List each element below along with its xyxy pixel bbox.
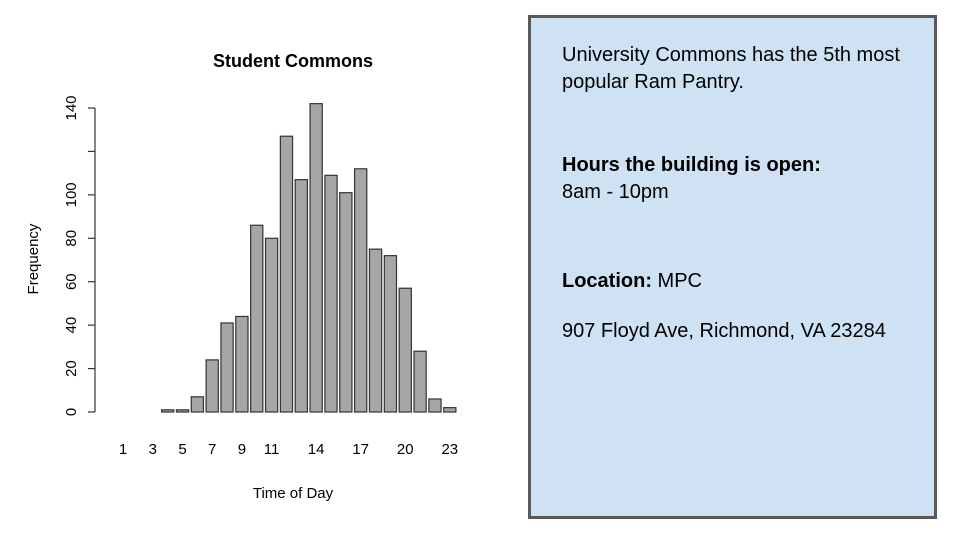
- x-tick-label: 11: [264, 441, 280, 458]
- bar-hour-20: [398, 287, 412, 413]
- bar-hour-14: [309, 103, 323, 413]
- bar-hour-23: [443, 407, 457, 413]
- bar-hour-21: [413, 350, 427, 413]
- y-tick-label: 0: [63, 408, 80, 416]
- y-tick-label: 60: [63, 273, 80, 290]
- x-axis-label: Time of Day: [253, 485, 334, 502]
- x-tick-label: 23: [441, 441, 458, 458]
- chart-title: Student Commons: [213, 51, 373, 71]
- x-tick-label: 7: [208, 441, 216, 458]
- bar-hour-22: [428, 398, 442, 413]
- bar-hour-4: [160, 409, 175, 413]
- location-label: Location:: [562, 270, 652, 292]
- y-tick-label: 80: [63, 230, 80, 247]
- bar-hour-16: [339, 192, 353, 413]
- y-tick-label: 100: [63, 182, 80, 207]
- bar-hour-19: [383, 255, 398, 413]
- bar-hour-9: [235, 315, 249, 413]
- y-tick-label: 40: [63, 317, 80, 334]
- y-tick-label: 140: [63, 95, 80, 120]
- address: 907 Floyd Ave, Richmond, VA 23284: [562, 320, 886, 342]
- bar-hour-7: [205, 359, 219, 413]
- info-panel: University Commons has the 5th most popu…: [528, 15, 937, 519]
- info-intro: University Commons has the 5th most popu…: [562, 44, 900, 93]
- x-tick-label: 5: [178, 441, 186, 458]
- bar-hour-15: [324, 174, 338, 413]
- bar-hour-8: [220, 322, 234, 413]
- bar-hour-11: [264, 237, 279, 413]
- bar-hour-17: [354, 168, 368, 413]
- hours-label: Hours the building is open:: [562, 154, 821, 176]
- x-tick-label: 1: [119, 441, 127, 458]
- x-tick-label: 14: [308, 441, 325, 458]
- x-tick-label: 9: [238, 441, 246, 458]
- y-axis-label: Frequency: [25, 223, 42, 294]
- bar-hour-12: [279, 135, 294, 413]
- location-line: Location: MPC: [562, 268, 904, 295]
- x-tick-label: 3: [149, 441, 157, 458]
- bar-hour-18: [368, 248, 383, 413]
- bar-hour-10: [250, 224, 264, 413]
- x-tick-label: 20: [397, 441, 414, 458]
- bar-hour-5: [175, 409, 190, 413]
- hours-block: Hours the building is open: 8am - 10pm: [562, 152, 904, 206]
- y-tick-label: 20: [63, 360, 80, 377]
- bar-hour-6: [190, 396, 205, 413]
- location-value: MPC: [652, 270, 702, 292]
- histogram-chart: Student Commons Frequency Time of Day 0 2…: [25, 51, 458, 502]
- hours-value: 8am - 10pm: [562, 181, 669, 203]
- bar-hour-13: [294, 179, 309, 413]
- x-tick-label: 17: [352, 441, 369, 458]
